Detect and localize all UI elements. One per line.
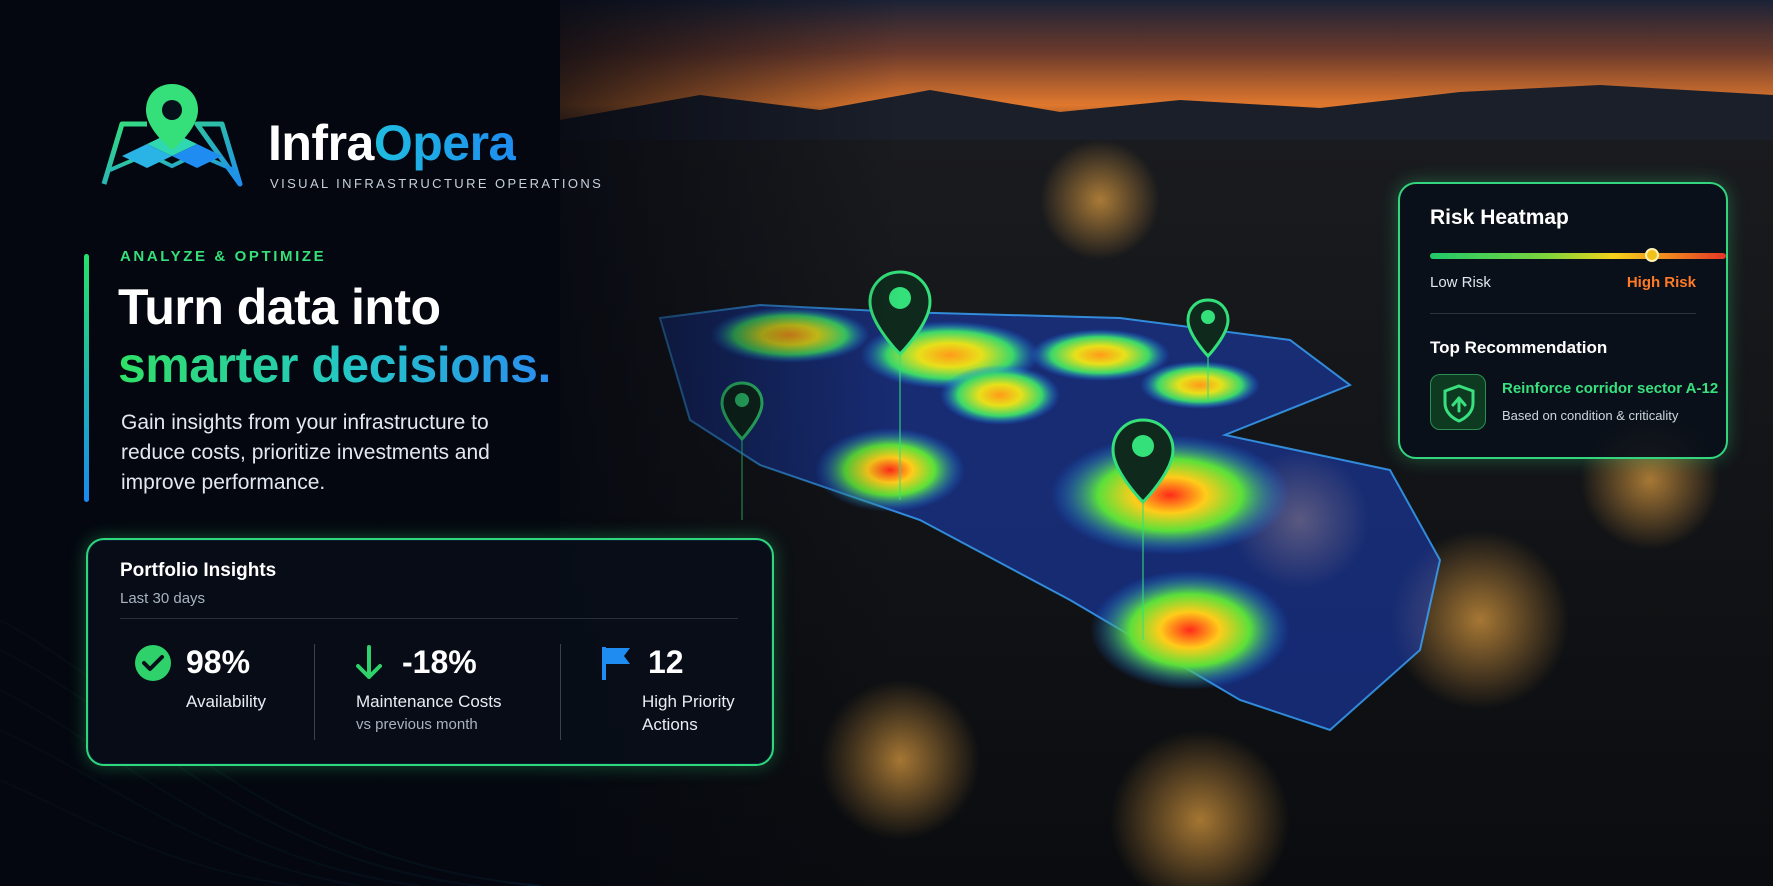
risk-heatmap-card: Risk Heatmap Low Risk High Risk Top Reco… bbox=[1398, 182, 1728, 459]
risk-scale-bar bbox=[1430, 253, 1726, 259]
hero-description: Gain insights from your infrastructure t… bbox=[121, 411, 490, 494]
flag-icon bbox=[602, 647, 630, 680]
brand-name: InfraOpera bbox=[268, 114, 516, 172]
high-priority-label-line1: High Priority bbox=[642, 692, 735, 711]
hero-headline-line1: Turn data into bbox=[118, 279, 441, 335]
low-risk-label: Low Risk bbox=[1430, 274, 1491, 291]
check-circle-icon bbox=[135, 645, 171, 681]
risk-level-marker bbox=[1645, 248, 1659, 262]
shield-icon bbox=[1443, 384, 1475, 423]
brand-name-part1: Infra bbox=[268, 115, 374, 171]
high-priority-value: 12 bbox=[648, 644, 684, 680]
brand-header: InfraOpera VISUAL INFRASTRUCTURE OPERATI… bbox=[92, 84, 612, 194]
risk-divider bbox=[1430, 313, 1696, 314]
risk-heatmap-title: Risk Heatmap bbox=[1430, 206, 1569, 229]
maintenance-costs-value: -18% bbox=[402, 644, 477, 680]
high-risk-label: High Risk bbox=[1626, 274, 1696, 291]
arrow-down-icon bbox=[356, 645, 382, 679]
infraopera-logo-icon bbox=[101, 84, 243, 187]
recommendation-heading[interactable]: Reinforce corridor sector A-12 bbox=[1502, 380, 1719, 397]
stat-divider bbox=[314, 644, 315, 740]
hero-eyebrow: ANALYZE & OPTIMIZE bbox=[120, 248, 327, 265]
maintenance-costs-label: Maintenance Costs bbox=[356, 692, 502, 711]
high-priority-label-line2: Actions bbox=[642, 715, 698, 734]
hero-headline-line2: smarter decisions. bbox=[118, 337, 551, 393]
portfolio-divider bbox=[120, 618, 738, 619]
portfolio-period: Last 30 days bbox=[120, 590, 206, 607]
availability-value: 98% bbox=[186, 644, 251, 680]
stat-divider bbox=[560, 644, 561, 740]
maintenance-costs-sublabel: vs previous month bbox=[356, 716, 478, 733]
availability-label: Availability bbox=[186, 692, 267, 711]
top-recommendation-title: Top Recommendation bbox=[1430, 338, 1608, 357]
hero-accent-bar bbox=[84, 254, 89, 502]
recommendation-icon-tile bbox=[1430, 374, 1486, 430]
brand-name-part2: Opera bbox=[373, 115, 517, 171]
portfolio-title: Portfolio Insights bbox=[120, 560, 277, 581]
portfolio-insights-card: Portfolio Insights Last 30 days 98% Avai… bbox=[86, 538, 774, 766]
recommendation-detail: Based on condition & criticality bbox=[1502, 408, 1679, 423]
brand-tagline: VISUAL INFRASTRUCTURE OPERATIONS bbox=[270, 176, 604, 191]
